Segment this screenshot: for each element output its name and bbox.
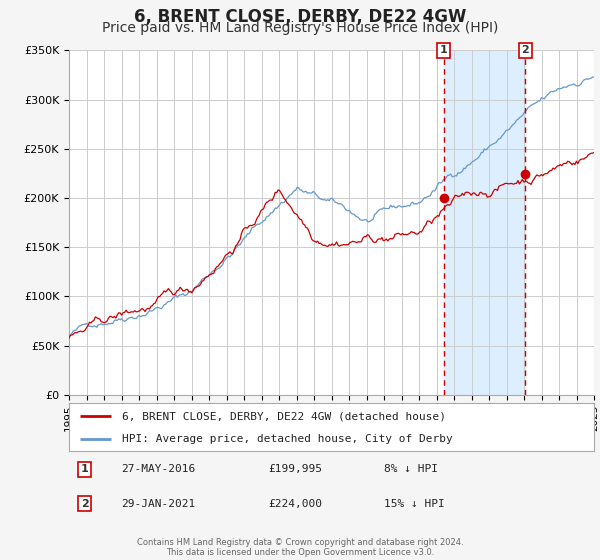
Text: 2: 2 <box>81 498 89 508</box>
Text: 6, BRENT CLOSE, DERBY, DE22 4GW (detached house): 6, BRENT CLOSE, DERBY, DE22 4GW (detache… <box>121 411 445 421</box>
Text: 2: 2 <box>521 45 529 55</box>
Text: 1: 1 <box>440 45 448 55</box>
Text: Contains HM Land Registry data © Crown copyright and database right 2024.
This d: Contains HM Land Registry data © Crown c… <box>137 538 463 557</box>
Text: 15% ↓ HPI: 15% ↓ HPI <box>384 498 445 508</box>
Text: Price paid vs. HM Land Registry's House Price Index (HPI): Price paid vs. HM Land Registry's House … <box>102 21 498 35</box>
Text: £224,000: £224,000 <box>269 498 323 508</box>
Text: 6, BRENT CLOSE, DERBY, DE22 4GW: 6, BRENT CLOSE, DERBY, DE22 4GW <box>134 8 466 26</box>
Bar <box>443 50 526 395</box>
Text: 8% ↓ HPI: 8% ↓ HPI <box>384 464 438 474</box>
Text: HPI: Average price, detached house, City of Derby: HPI: Average price, detached house, City… <box>121 434 452 444</box>
Text: 27-MAY-2016: 27-MAY-2016 <box>121 464 196 474</box>
Text: 29-JAN-2021: 29-JAN-2021 <box>121 498 196 508</box>
Text: £199,995: £199,995 <box>269 464 323 474</box>
Text: 1: 1 <box>81 464 89 474</box>
